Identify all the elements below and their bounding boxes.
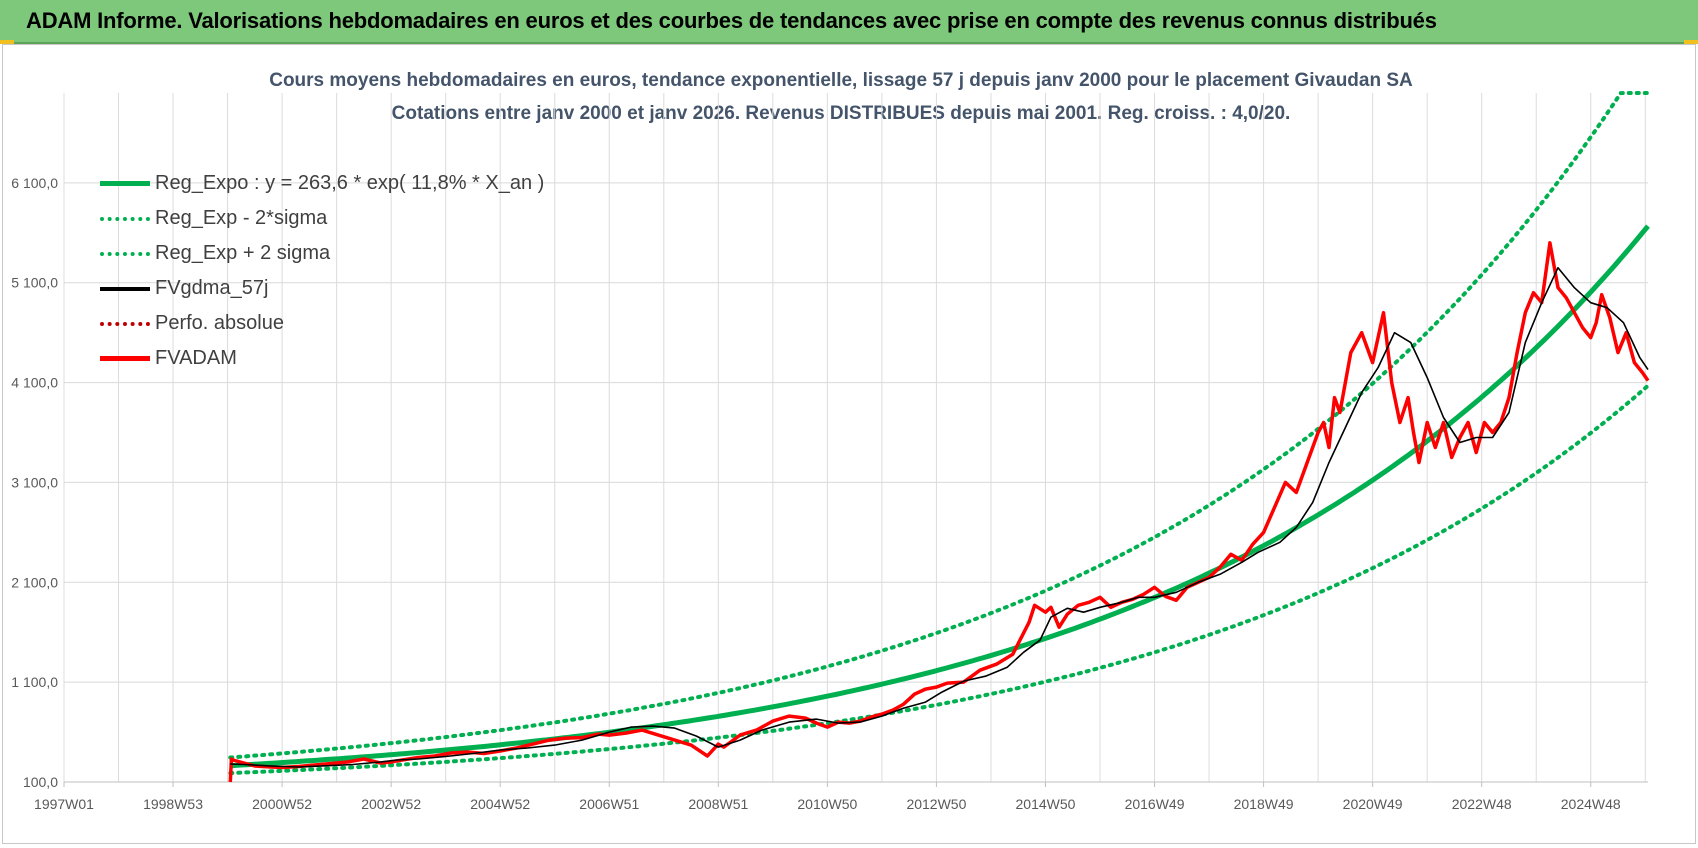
- x-tick-label: 2016W49: [1125, 796, 1185, 812]
- y-tick-label: 5 100,0: [11, 275, 58, 291]
- chart-frame: [2, 44, 1696, 844]
- legend-item-ma: FVgdma_57j: [100, 271, 544, 306]
- legend-label-trend: Reg_Expo : y = 263,6 * exp( 11,8% * X_an…: [155, 172, 545, 194]
- x-tick-label: 2008W51: [688, 796, 748, 812]
- x-tick-label: 2006W51: [579, 796, 639, 812]
- report-banner: ADAM Informe. Valorisations hebdomadaire…: [0, 0, 1698, 44]
- legend-item-upper: Reg_Exp + 2 sigma: [100, 236, 544, 271]
- x-tick-label: 1997W01: [34, 796, 94, 812]
- legend-item-lower: Reg_Exp - 2*sigma: [100, 201, 544, 236]
- x-tick-label: 2020W49: [1343, 796, 1403, 812]
- report-banner-title: ADAM Informe. Valorisations hebdomadaire…: [26, 8, 1437, 33]
- series-upper-line: [228, 91, 1650, 760]
- x-tick-label: 2010W50: [797, 796, 857, 812]
- series-lower-line: [228, 383, 1650, 776]
- legend-item-perfo: Perfo. absolue: [100, 306, 544, 341]
- series-fvadam-line: [228, 241, 1650, 783]
- corner-mark-left: [0, 40, 14, 44]
- legend-item-trend: Reg_Expo : y = 263,6 * exp( 11,8% * X_an…: [100, 166, 544, 201]
- x-tick-label: 2014W50: [1016, 796, 1076, 812]
- x-tick-label: 2022W48: [1452, 796, 1512, 812]
- y-tick-label: 6 100,0: [11, 175, 58, 191]
- legend-label-fvadam: FVADAM: [155, 347, 237, 369]
- legend-swatch-fvadam: [100, 356, 150, 361]
- y-tick-label: 3 100,0: [11, 474, 58, 490]
- x-tick-label: 1998W53: [143, 796, 203, 812]
- x-tick-label: 2012W50: [906, 796, 966, 812]
- y-tick-label: 1 100,0: [11, 674, 58, 690]
- legend-label-lower: Reg_Exp - 2*sigma: [155, 207, 328, 229]
- legend-item-fvadam: FVADAM: [100, 341, 544, 376]
- legend-swatch-perfo: [100, 321, 150, 326]
- legend-label-upper: Reg_Exp + 2 sigma: [155, 242, 331, 264]
- y-tick-label: 4 100,0: [11, 375, 58, 391]
- x-tick-label: 2018W49: [1234, 796, 1294, 812]
- chart-title: Cours moyens hebdomadaires en euros, ten…: [269, 70, 1413, 91]
- legend-label-ma: FVgdma_57j: [155, 277, 269, 299]
- x-tick-label: 2024W48: [1561, 796, 1621, 812]
- chart-subtitle: Cotations entre janv 2000 et janv 2026. …: [391, 103, 1291, 124]
- legend-swatch-trend: [100, 181, 150, 186]
- series-trend-line: [230, 224, 1650, 769]
- y-tick-label: 2 100,0: [11, 574, 58, 590]
- x-tick-label: 2004W52: [470, 796, 530, 812]
- corner-mark-right: [1684, 40, 1698, 44]
- legend-label-perfo: Perfo. absolue: [155, 312, 284, 334]
- legend-swatch-lower: [100, 216, 150, 221]
- x-tick-label: 2000W52: [252, 796, 312, 812]
- legend-swatch-ma: [100, 286, 150, 291]
- series-ma-line: [230, 266, 1649, 768]
- legend-swatch-upper: [100, 251, 150, 256]
- x-tick-label: 2002W52: [361, 796, 421, 812]
- y-tick-label: 100,0: [23, 774, 58, 790]
- chart-legend: Reg_Expo : y = 263,6 * exp( 11,8% * X_an…: [100, 166, 544, 376]
